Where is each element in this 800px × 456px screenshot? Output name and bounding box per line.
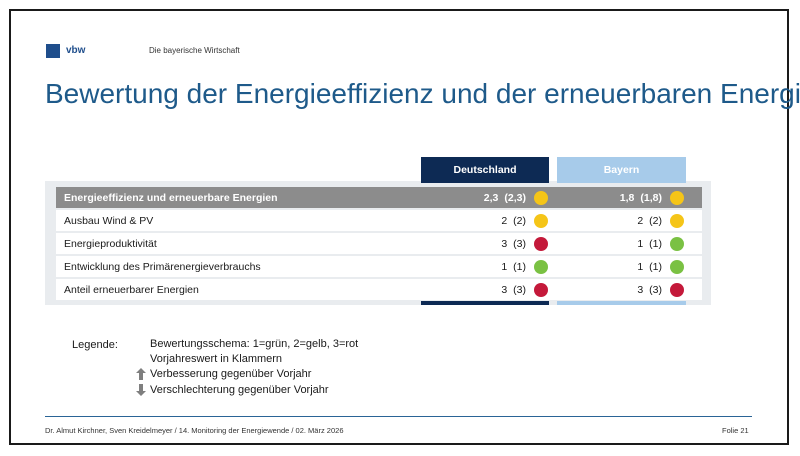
germany-rating-cell: 2 (2): [428, 210, 548, 231]
legend-previous: Vorjahreswert in Klammern: [150, 353, 283, 365]
germany-score: 1: [501, 260, 508, 273]
bavaria-previous-score: (3): [649, 283, 662, 296]
table-row: Anteil erneuerbarer Energien 3 (3) 3 (3): [56, 279, 702, 300]
bavaria-rating-cell: 1 (1): [564, 256, 684, 277]
bavaria-score: 3: [637, 283, 644, 296]
table-summary-row: Energieeffizienz und erneuerbare Energie…: [56, 187, 702, 208]
bavaria-status-dot-icon: [670, 259, 684, 274]
germany-rating-cell: 3 (3): [428, 279, 548, 300]
arrow-down-icon: [136, 384, 146, 396]
logo-text: vbw: [66, 45, 86, 56]
bavaria-score: 2: [637, 214, 644, 227]
germany-status-dot-icon: [534, 213, 548, 228]
bavaria-score: 1: [637, 237, 644, 250]
slide-number: Folie 21: [722, 426, 749, 435]
germany-score: 2,3: [483, 191, 499, 204]
row-label: Energieproduktivität: [64, 237, 157, 250]
germany-previous-score: (2): [513, 214, 526, 227]
bavaria-rating-cell: 1 (1): [564, 233, 684, 254]
bavaria-score: 1: [637, 260, 644, 273]
table-row: Energieproduktivität 3 (3) 1 (1): [56, 233, 702, 254]
slide-title: Bewertung der Energieeffizienz und der e…: [45, 78, 800, 109]
germany-rating-cell: 3 (3): [428, 233, 548, 254]
germany-rating-cell: 1 (1): [428, 256, 548, 277]
germany-previous-score: (3): [513, 283, 526, 296]
germany-score: 3: [501, 283, 508, 296]
bavaria-previous-score: (2): [649, 214, 662, 227]
row-label: Ausbau Wind & PV: [64, 214, 154, 227]
germany-previous-score: (2,3): [504, 191, 526, 204]
bavaria-previous-score: (1): [649, 237, 662, 250]
bavaria-rating-cell: 3 (3): [564, 279, 684, 300]
footer-authors: Dr. Almut Kirchner, Sven Kreidelmeyer / …: [45, 426, 344, 435]
germany-score: 3: [501, 237, 508, 250]
germany-previous-score: (1): [513, 260, 526, 273]
row-label: Anteil erneuerbarer Energien: [64, 283, 199, 296]
bavaria-rating-cell: 1,8 (1,8): [564, 187, 684, 208]
row-label: Energieeffizienz und erneuerbare Energie…: [64, 191, 278, 204]
bavaria-previous-score: (1): [649, 260, 662, 273]
footer-divider: [45, 416, 752, 417]
germany-rating-cell: 2,3 (2,3): [428, 187, 548, 208]
legend-deterioration: Verschlechterung gegenüber Vorjahr: [150, 384, 329, 396]
germany-score: 2: [501, 214, 508, 227]
bavaria-previous-score: (1,8): [640, 191, 662, 204]
germany-previous-score: (3): [513, 237, 526, 250]
legend-title: Legende:: [72, 339, 118, 351]
bavaria-status-dot-icon: [670, 190, 684, 205]
germany-status-dot-icon: [534, 190, 548, 205]
bavaria-status-dot-icon: [670, 236, 684, 251]
bavaria-status-dot-icon: [670, 213, 684, 228]
column-header-bavaria: Bayern: [557, 157, 686, 183]
table-row: Ausbau Wind & PV 2 (2) 2 (2): [56, 210, 702, 231]
legend-scheme: Bewertungsschema: 1=grün, 2=gelb, 3=rot: [150, 338, 359, 350]
row-label: Entwicklung des Primärenergieverbrauchs: [64, 260, 261, 273]
bavaria-score: 1,8: [619, 191, 635, 204]
germany-status-dot-icon: [534, 282, 548, 297]
logo-mark: [46, 44, 60, 58]
organization-name: Die bayerische Wirtschaft: [149, 46, 240, 55]
germany-status-dot-icon: [534, 236, 548, 251]
table-row: Entwicklung des Primärenergieverbrauchs 1…: [56, 256, 702, 277]
bavaria-rating-cell: 2 (2): [564, 210, 684, 231]
arrow-up-icon: [136, 368, 146, 380]
germany-status-dot-icon: [534, 259, 548, 274]
legend-improvement: Verbesserung gegenüber Vorjahr: [150, 368, 312, 380]
column-header-germany: Deutschland: [421, 157, 549, 183]
bavaria-status-dot-icon: [670, 282, 684, 297]
